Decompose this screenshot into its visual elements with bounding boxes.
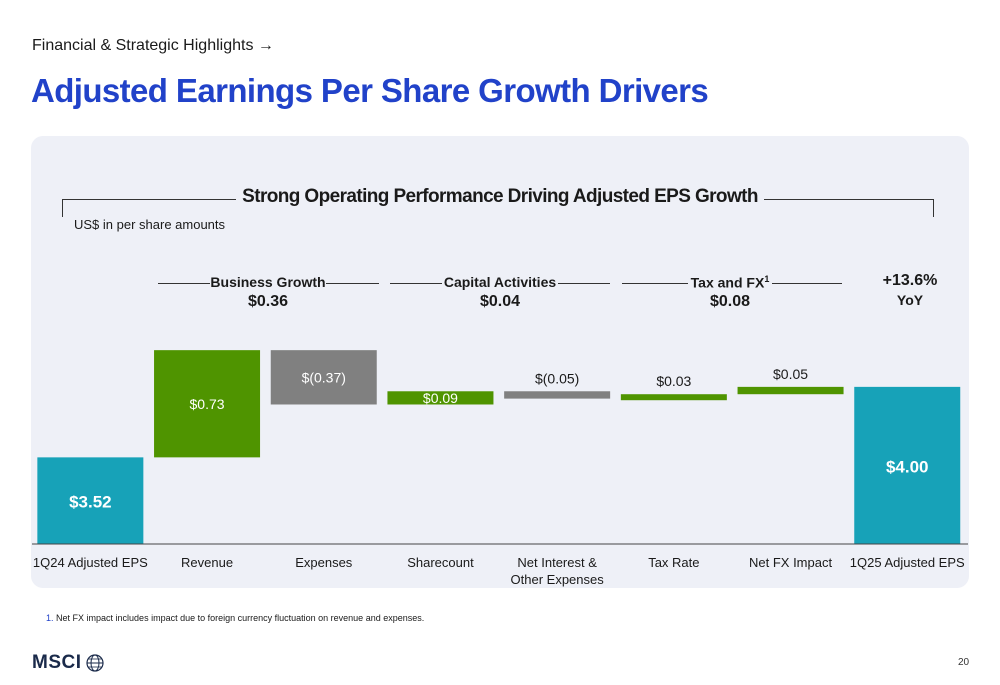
bar-5	[620, 394, 727, 401]
group-label-tax-fx: Tax and FX1	[690, 274, 770, 291]
bar-6	[737, 386, 844, 395]
data-label-7: $4.00	[886, 457, 929, 476]
group-value-tax-fx: $0.08	[709, 293, 751, 310]
data-label-2: $(0.37)	[302, 369, 346, 385]
data-label-1: $0.73	[190, 396, 225, 412]
group-line	[622, 283, 688, 284]
data-label-5: $0.03	[656, 373, 691, 389]
group-value-business-growth: $0.36	[247, 293, 289, 310]
footnote-marker: 1	[764, 274, 770, 284]
category-label-3: Sharecount	[407, 555, 474, 570]
category-label-7: 1Q25 Adjusted EPS	[850, 555, 965, 570]
page-title: Adjusted Earnings Per Share Growth Drive…	[31, 72, 709, 109]
page-number: 20	[958, 657, 970, 668]
category-label-5: Tax Rate	[648, 555, 699, 570]
bar-1	[154, 350, 261, 458]
bracket-right-tick	[933, 199, 934, 217]
category-label-1: Revenue	[181, 555, 233, 570]
yoy-value: +13.6%	[882, 272, 938, 289]
group-line	[326, 283, 379, 284]
bar-0	[37, 457, 144, 544]
bar-7	[854, 386, 961, 544]
breadcrumb: Financial & Strategic Highlights →	[32, 37, 274, 54]
data-label-6: $0.05	[773, 366, 808, 382]
category-label-6: Net FX Impact	[749, 555, 832, 570]
group-line	[558, 283, 610, 284]
msci-logo: MSCI	[32, 652, 104, 674]
footnote: 1. Net FX impact includes impact due to …	[46, 613, 425, 623]
group-value-capital-activities: $0.04	[479, 293, 521, 310]
units-note: US$ in per share amounts	[74, 217, 226, 232]
bracket-left-tick	[62, 199, 63, 217]
yoy-label: YoY	[896, 292, 924, 308]
category-label-2: Expenses	[295, 555, 353, 570]
group-label-capital-activities: Capital Activities	[443, 274, 557, 290]
bar-2	[270, 350, 377, 405]
chart-headline: Strong Operating Performance Driving Adj…	[0, 186, 1000, 208]
category-label-4: Net Interest &	[517, 555, 597, 570]
category-label-0: 1Q24 Adjusted EPS	[33, 555, 148, 570]
category-label-4: Other Expenses	[511, 572, 605, 587]
bar-4	[504, 391, 611, 399]
group-line	[158, 283, 210, 284]
bar-3	[387, 391, 494, 405]
group-line	[390, 283, 442, 284]
group-line	[772, 283, 842, 284]
globe-icon	[85, 654, 104, 672]
data-label-0: $3.52	[69, 493, 112, 512]
group-label-business-growth: Business Growth	[210, 274, 326, 290]
data-label-4: $(0.05)	[535, 370, 579, 386]
data-label-3: $0.09	[423, 390, 458, 406]
